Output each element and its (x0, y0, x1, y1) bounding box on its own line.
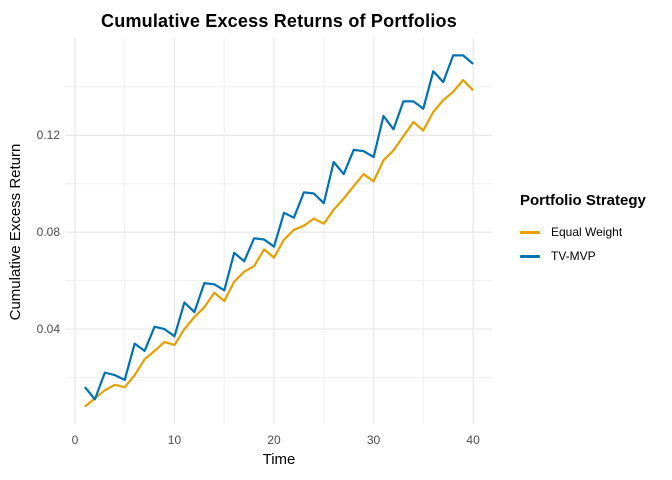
legend-title: Portfolio Strategy (520, 192, 646, 209)
x-tick-label: 30 (366, 433, 381, 447)
legend-item-tv-mvp: TV-MVP (520, 244, 646, 268)
legend-label: Equal Weight (551, 225, 623, 239)
x-tick-label: 0 (71, 433, 79, 447)
x-tick-label: 20 (267, 433, 281, 447)
chart-title: Cumulative Excess Returns of Portfolios (101, 11, 457, 31)
series-line-equal-weight (84, 78, 474, 408)
y-tick-label: 0.08 (36, 225, 60, 240)
legend: Portfolio Strategy Equal Weight TV-MVP (520, 192, 646, 268)
y-tick-label: 0.04 (36, 322, 60, 337)
legend-item-equal-weight: Equal Weight (520, 220, 646, 244)
legend-key-line-icon (520, 254, 540, 258)
x-axis-title: Time (262, 451, 296, 468)
series-line-tv-mvp (84, 54, 474, 401)
x-tick-label: 10 (167, 433, 182, 447)
y-tick-label: 0.12 (36, 128, 60, 143)
legend-key-line-icon (520, 230, 540, 234)
legend-label: TV-MVP (551, 249, 596, 263)
x-tick-label: 40 (466, 433, 480, 447)
legend-items: Equal Weight TV-MVP (520, 220, 646, 268)
